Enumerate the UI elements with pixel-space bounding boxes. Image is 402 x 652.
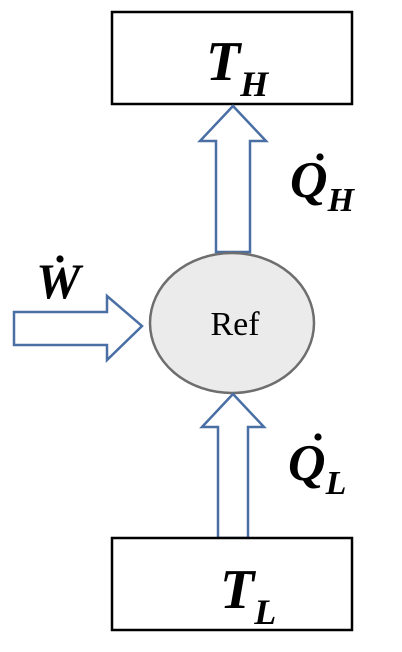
heat-in-arrow [199, 392, 267, 540]
cold-reservoir-box [110, 536, 354, 632]
cold-reservoir-label: TL [220, 559, 276, 632]
heat-in-text: QL [288, 435, 346, 502]
refrigerator-label: Ref [210, 306, 260, 343]
work-in-arrow [12, 293, 144, 363]
heat-out-label: QH [290, 152, 356, 219]
work-in-label: W [36, 253, 84, 309]
heat-out-dot [316, 153, 324, 161]
work-in-dot [56, 255, 64, 263]
heat-in-label: QL [288, 433, 346, 502]
refrigerator-ellipse [148, 251, 316, 395]
refrigerator: Ref [148, 251, 316, 395]
heat-in-dot [314, 433, 322, 441]
hot-reservoir-label: TH [206, 31, 269, 104]
heat-out-text: QH [290, 152, 356, 219]
cold-reservoir: TL [110, 536, 354, 632]
hot-reservoir: TH [110, 10, 354, 106]
hot-reservoir-box [110, 10, 354, 106]
work-in-text: W [36, 253, 84, 309]
heat-out-arrow [197, 104, 269, 254]
